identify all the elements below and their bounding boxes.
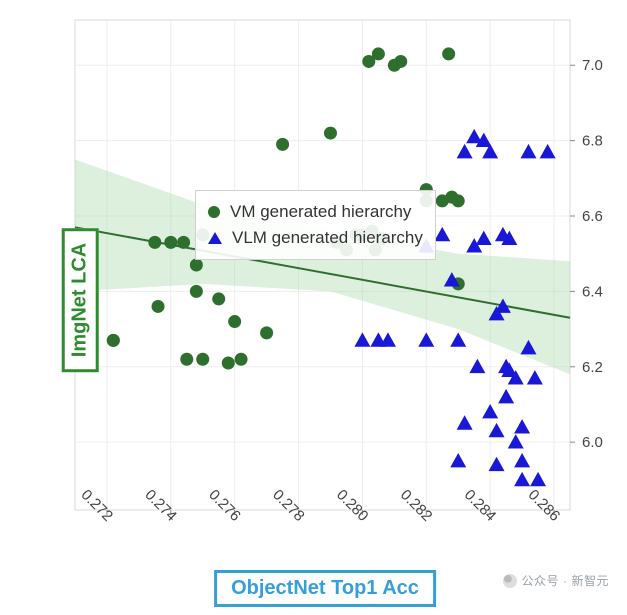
- data-point: [442, 47, 455, 60]
- data-point: [180, 353, 193, 366]
- y-axis-label: ImgNet LCA: [62, 228, 99, 372]
- legend-label: VLM generated hierarchy: [232, 228, 423, 248]
- legend-item-vlm: VLM generated hierarchy: [208, 225, 423, 251]
- legend-item-vm: VM generated hierarchy: [208, 199, 423, 225]
- data-point: [372, 47, 385, 60]
- data-point: [324, 127, 337, 140]
- x-axis-label: ObjectNet Top1 Acc: [214, 570, 436, 607]
- data-point: [394, 55, 407, 68]
- svg-text:6.2: 6.2: [582, 359, 603, 376]
- triangle-marker-icon: [208, 232, 222, 244]
- data-point: [276, 138, 289, 151]
- data-point: [190, 285, 203, 298]
- data-point: [190, 259, 203, 272]
- data-point: [177, 236, 190, 249]
- y-axis-label-text: ImgNet LCA: [69, 243, 91, 357]
- watermark: 公众号 · 新智元: [503, 572, 609, 589]
- legend-label: VM generated hierarchy: [230, 202, 411, 222]
- data-point: [164, 236, 177, 249]
- data-point: [260, 326, 273, 339]
- data-point: [235, 353, 248, 366]
- data-point: [196, 353, 209, 366]
- svg-text:6.6: 6.6: [582, 208, 603, 225]
- legend: VM generated hierarchy VLM generated hie…: [195, 190, 436, 260]
- circle-marker-icon: [208, 206, 220, 218]
- watermark-prefix: 公众号: [521, 572, 559, 589]
- data-point: [107, 334, 120, 347]
- data-point: [152, 300, 165, 313]
- svg-text:6.8: 6.8: [582, 133, 603, 150]
- svg-text:6.0: 6.0: [582, 434, 603, 451]
- data-point: [212, 292, 225, 305]
- data-point: [452, 194, 465, 207]
- wechat-icon: [503, 574, 517, 588]
- x-axis-label-text: ObjectNet Top1 Acc: [231, 577, 419, 599]
- chart-container: 0.2720.2740.2760.2780.2800.2820.2840.286…: [0, 0, 627, 615]
- svg-text:6.4: 6.4: [582, 283, 603, 300]
- watermark-sep: ·: [563, 574, 568, 588]
- data-point: [228, 315, 241, 328]
- data-point: [148, 236, 161, 249]
- data-point: [222, 357, 235, 370]
- watermark-name: 新智元: [571, 572, 609, 589]
- svg-text:7.0: 7.0: [582, 57, 603, 74]
